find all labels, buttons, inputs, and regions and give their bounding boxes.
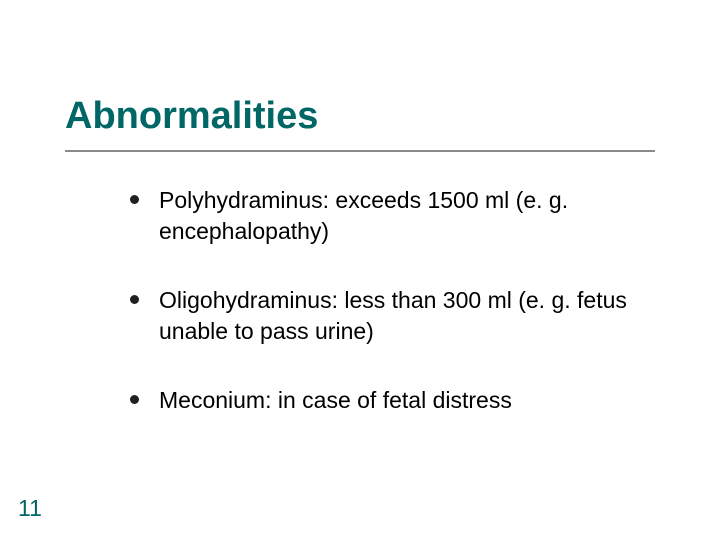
bullet-text: Oligohydraminus: less than 300 ml (e. g.… xyxy=(159,285,670,347)
title-underline xyxy=(65,150,655,152)
bullet-icon xyxy=(130,295,139,304)
title-wrap: Abnormalities xyxy=(65,95,318,138)
bullet-text: Meconium: in case of fetal distress xyxy=(159,385,512,416)
bullet-item: Oligohydraminus: less than 300 ml (e. g.… xyxy=(130,285,670,347)
bullet-item: Polyhydraminus: exceeds 1500 ml (e. g. e… xyxy=(130,185,670,247)
page-number: 11 xyxy=(18,495,42,522)
slide-title: Abnormalities xyxy=(65,95,318,138)
bullet-item: Meconium: in case of fetal distress xyxy=(130,385,670,416)
slide-body: Polyhydraminus: exceeds 1500 ml (e. g. e… xyxy=(130,185,670,454)
bullet-text: Polyhydraminus: exceeds 1500 ml (e. g. e… xyxy=(159,185,670,247)
bullet-icon xyxy=(130,195,139,204)
bullet-icon xyxy=(130,395,139,404)
slide: Abnormalities Polyhydraminus: exceeds 15… xyxy=(0,0,720,540)
